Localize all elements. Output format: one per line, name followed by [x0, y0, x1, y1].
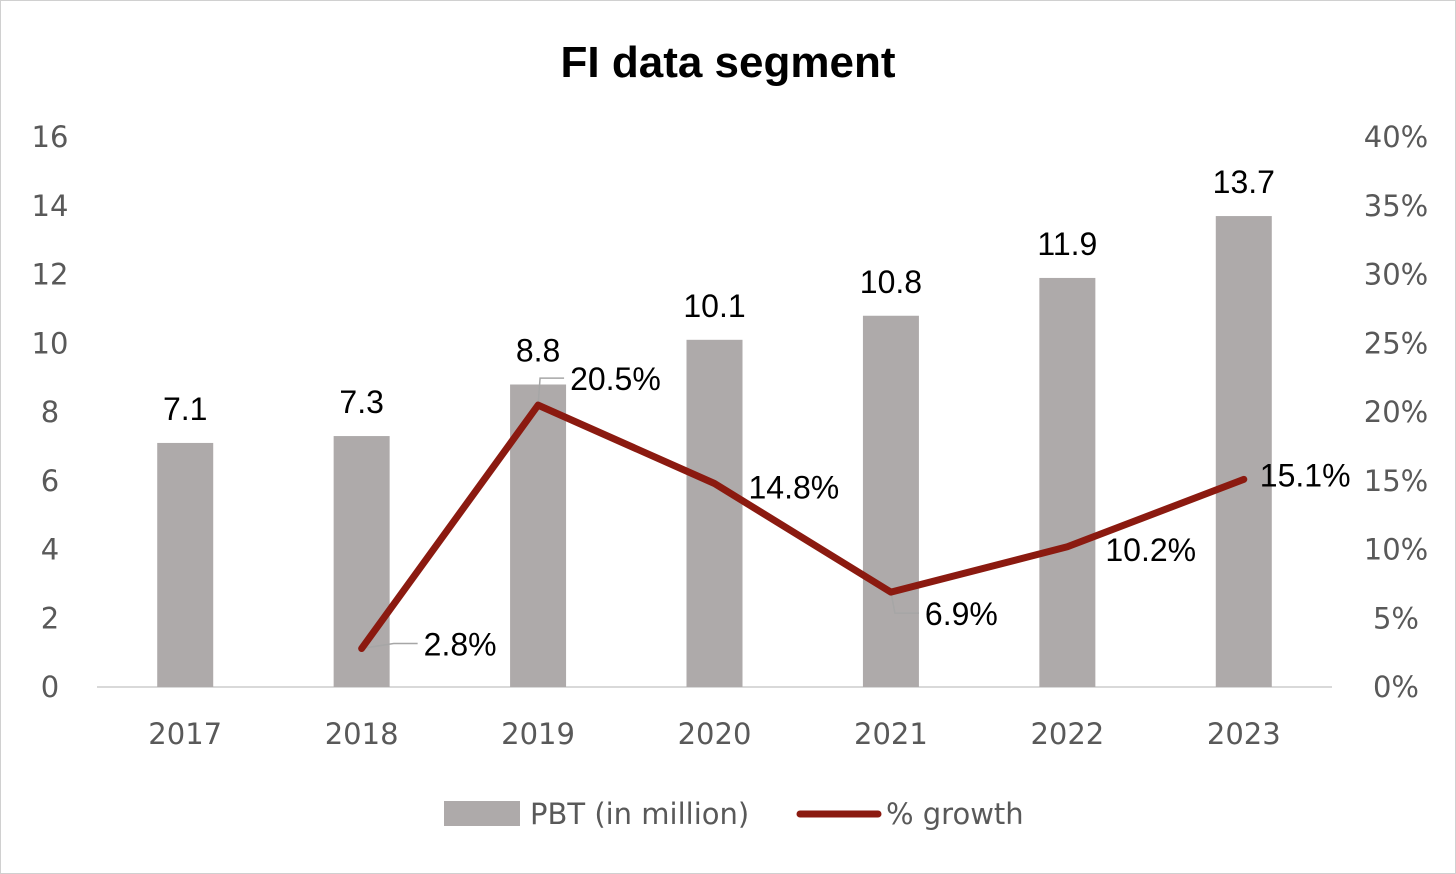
label-leader-line — [890, 591, 919, 614]
line-data-label: 20.5% — [570, 361, 661, 397]
bar — [1039, 277, 1096, 687]
growth-point — [359, 646, 365, 651]
line-data-label: 2.8% — [424, 627, 497, 663]
growth-point — [1064, 544, 1070, 550]
line-data-label: 6.9% — [925, 596, 998, 632]
y-left-tick-label: 0 — [41, 670, 59, 704]
y-left-tick-label: 12 — [32, 258, 69, 292]
growth-point — [888, 589, 894, 595]
bar-data-label: 13.7 — [1213, 164, 1275, 200]
line-label-leaders — [361, 377, 919, 650]
label-leader-line — [537, 377, 565, 406]
line-data-labels: 2.8% 20.5% 14.8% 6.9% 10.2% 15.1% — [424, 361, 1351, 662]
y-left-tick-label: 14 — [32, 189, 69, 223]
bar-data-label: 7.3 — [339, 384, 383, 420]
x-tick-label: 2021 — [854, 717, 928, 751]
line-series — [358, 401, 1248, 652]
bar — [1215, 216, 1272, 687]
label-leader-line — [361, 642, 418, 650]
x-axis-ticks: 2017 2018 2019 2020 2021 2022 2023 — [148, 717, 1280, 751]
y-right-tick-label: 25% — [1364, 326, 1428, 360]
legend: PBT (in million) % growth — [444, 797, 1024, 831]
y-left-tick-label: 4 — [41, 533, 59, 567]
legend-swatch-pbt — [444, 801, 520, 826]
x-tick-label: 2020 — [678, 717, 752, 751]
bar — [686, 339, 743, 687]
growth-point — [712, 481, 717, 486]
bar-data-labels: 7.1 7.3 8.8 10.1 10.8 11.9 13.7 — [163, 164, 1275, 427]
y-left-tick-label: 6 — [41, 464, 59, 498]
bar-data-label: 7.1 — [163, 391, 207, 427]
line-data-label: 15.1% — [1260, 457, 1351, 493]
x-tick-label: 2019 — [501, 717, 575, 751]
right-axis-ticks: 0% 5% 10% 15% 20% 25% 30% 35% 40% — [1364, 120, 1428, 704]
left-axis-ticks: 0 2 4 6 8 10 12 14 16 — [32, 120, 69, 704]
y-right-tick-label: 20% — [1364, 395, 1428, 429]
bar-data-label: 10.1 — [683, 288, 745, 324]
chart-title: FI data segment — [561, 38, 896, 87]
y-right-tick-label: 35% — [1364, 189, 1428, 223]
bar-data-label: 10.8 — [860, 264, 922, 300]
bar-data-label: 8.8 — [516, 333, 560, 369]
growth-line — [358, 401, 1248, 652]
y-right-tick-label: 15% — [1364, 464, 1428, 498]
y-right-tick-label: 30% — [1364, 258, 1428, 292]
y-left-tick-label: 10 — [32, 326, 69, 360]
line-data-label: 14.8% — [749, 470, 840, 506]
y-right-tick-label: 5% — [1373, 601, 1419, 635]
y-right-tick-label: 0% — [1373, 670, 1419, 704]
bar-data-label: 11.9 — [1037, 226, 1097, 262]
y-right-tick-label: 40% — [1364, 120, 1428, 154]
y-left-tick-label: 16 — [32, 120, 69, 154]
x-tick-label: 2023 — [1207, 717, 1281, 751]
y-left-tick-label: 2 — [41, 601, 59, 635]
y-left-tick-label: 8 — [41, 395, 59, 429]
x-tick-label: 2017 — [148, 717, 222, 751]
legend-label-growth: % growth — [886, 797, 1024, 831]
y-right-tick-label: 10% — [1364, 533, 1428, 567]
bar — [157, 442, 214, 687]
x-tick-label: 2022 — [1030, 717, 1104, 751]
growth-point — [1241, 476, 1247, 482]
x-tick-label: 2018 — [325, 717, 399, 751]
bar-series — [157, 216, 1272, 687]
line-data-label: 10.2% — [1105, 532, 1196, 568]
bar — [862, 315, 919, 687]
growth-point — [535, 402, 541, 408]
legend-label-pbt: PBT (in million) — [530, 797, 749, 831]
